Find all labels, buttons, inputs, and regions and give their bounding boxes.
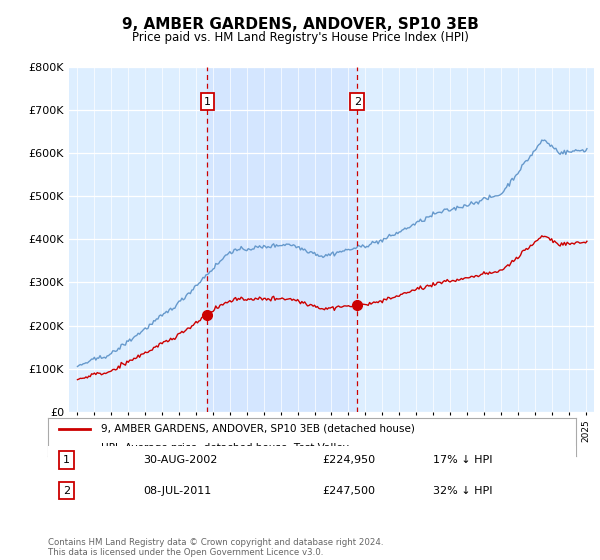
Text: 9, AMBER GARDENS, ANDOVER, SP10 3EB (detached house): 9, AMBER GARDENS, ANDOVER, SP10 3EB (det…	[101, 424, 415, 434]
Text: 2: 2	[63, 486, 70, 496]
Text: 1: 1	[204, 97, 211, 106]
Text: 32% ↓ HPI: 32% ↓ HPI	[433, 486, 493, 496]
Text: £247,500: £247,500	[323, 486, 376, 496]
Text: Price paid vs. HM Land Registry's House Price Index (HPI): Price paid vs. HM Land Registry's House …	[131, 31, 469, 44]
Text: 9, AMBER GARDENS, ANDOVER, SP10 3EB: 9, AMBER GARDENS, ANDOVER, SP10 3EB	[122, 17, 478, 32]
Text: 30-AUG-2002: 30-AUG-2002	[143, 455, 217, 465]
Text: 1: 1	[63, 455, 70, 465]
Text: 2: 2	[353, 97, 361, 106]
Bar	[208, 67, 357, 412]
Text: 08-JUL-2011: 08-JUL-2011	[143, 486, 211, 496]
Text: Contains HM Land Registry data © Crown copyright and database right 2024.
This d: Contains HM Land Registry data © Crown c…	[48, 538, 383, 557]
Text: £224,950: £224,950	[323, 455, 376, 465]
Text: 17% ↓ HPI: 17% ↓ HPI	[433, 455, 493, 465]
Text: HPI: Average price, detached house, Test Valley: HPI: Average price, detached house, Test…	[101, 443, 349, 453]
